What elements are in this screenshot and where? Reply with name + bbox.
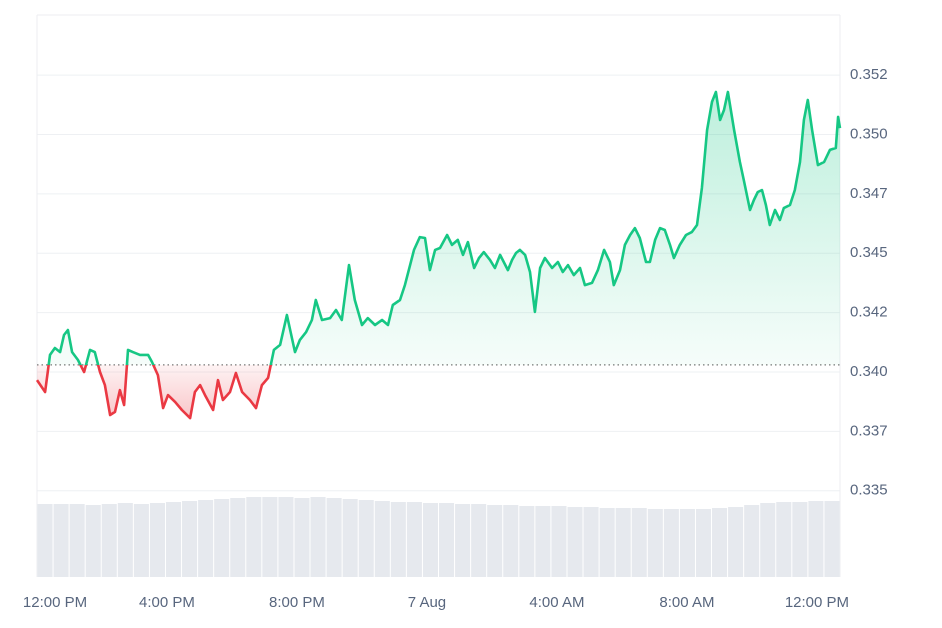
volume-bar <box>85 505 101 577</box>
volume-bar <box>230 498 246 577</box>
volume-bar <box>374 501 390 577</box>
price-line <box>35 90 842 420</box>
volume-bar <box>647 509 663 577</box>
volume-bar <box>262 497 278 577</box>
volume-bar <box>342 499 358 577</box>
volume-bar <box>519 506 535 577</box>
volume-bar <box>535 506 551 577</box>
volume-bar <box>760 503 776 577</box>
volume-bar <box>165 502 182 577</box>
volume-bar <box>198 500 214 577</box>
volume-bar <box>101 504 117 577</box>
volume-bar <box>278 497 294 577</box>
volume-bar <box>744 505 760 577</box>
volume-bar <box>487 505 503 577</box>
x-tick-label: 7 Aug <box>408 594 446 611</box>
volume-bar <box>728 507 744 577</box>
y-tick-label: 0.347 <box>850 185 888 202</box>
y-tick-label: 0.335 <box>850 482 888 499</box>
volume-bar <box>439 503 455 577</box>
volume-bar <box>133 504 149 577</box>
volume-bar <box>695 509 712 577</box>
volume-bar <box>246 497 262 577</box>
x-tick-label: 4:00 PM <box>139 594 195 611</box>
volume-bar <box>455 504 471 577</box>
volume-bar <box>214 499 230 577</box>
volume-bar <box>583 507 599 577</box>
volume-bar <box>551 506 567 577</box>
volume-bar <box>567 507 583 577</box>
y-tick-label: 0.345 <box>850 244 888 261</box>
volume-bar <box>792 502 808 577</box>
y-tick-label: 0.350 <box>850 125 888 142</box>
volume-bar <box>712 508 728 577</box>
y-tick-label: 0.342 <box>850 304 888 321</box>
volume-bar <box>310 497 326 577</box>
volume-bar <box>824 501 840 577</box>
volume-bar <box>117 503 133 577</box>
volume-bar <box>471 504 487 577</box>
volume-bar <box>294 498 310 577</box>
x-tick-label: 8:00 PM <box>269 594 325 611</box>
y-tick-label: 0.340 <box>850 363 888 380</box>
volume-bar <box>631 508 647 577</box>
y-tick-label: 0.337 <box>850 422 888 439</box>
volume-bar <box>406 502 422 577</box>
volume-bar <box>149 503 165 577</box>
volume-bar <box>326 498 342 577</box>
volume-bar <box>776 502 792 577</box>
area-fill <box>37 92 840 419</box>
volume-bar <box>679 509 695 577</box>
x-tick-label: 8:00 AM <box>659 594 714 611</box>
x-tick-label: 12:00 PM <box>785 594 849 611</box>
volume-bar <box>808 501 824 577</box>
x-tick-label: 12:00 PM <box>23 594 87 611</box>
volume-bar <box>663 509 679 577</box>
x-tick-label: 4:00 AM <box>529 594 584 611</box>
volume-bar <box>53 504 69 577</box>
volume-bar <box>37 504 53 577</box>
volume-bar <box>599 508 615 577</box>
volume-bar <box>615 508 631 577</box>
y-tick-label: 0.352 <box>850 66 888 83</box>
volume-bar <box>182 501 198 577</box>
volume-bar <box>422 503 438 577</box>
volume-bar <box>69 504 85 577</box>
volume-bar <box>358 500 374 577</box>
volume-bar <box>390 502 406 577</box>
volume-bar <box>503 505 519 577</box>
